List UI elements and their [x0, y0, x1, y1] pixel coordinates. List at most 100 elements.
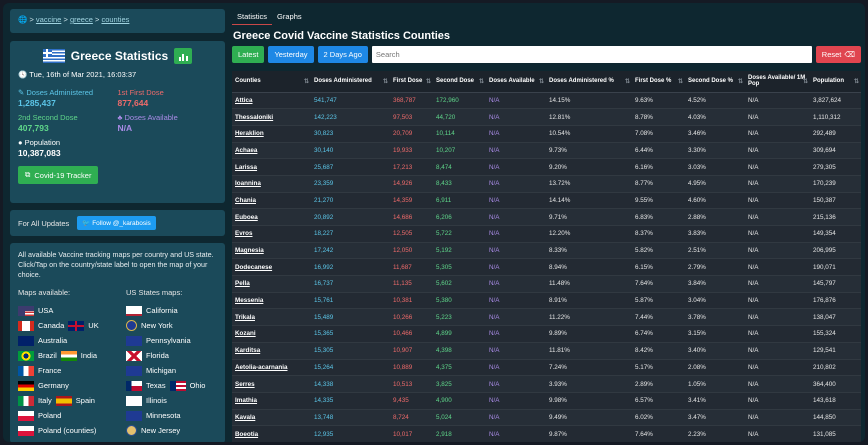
state-link-florida[interactable]: Florida: [126, 348, 226, 363]
country-label[interactable]: Spain: [75, 396, 95, 405]
state-link-pennsylvania[interactable]: Pennsylvania: [126, 333, 226, 348]
country-link-italy[interactable]: Italy Spain: [18, 393, 126, 408]
sort-icon[interactable]: ⇅: [303, 79, 309, 85]
pennsylvania-flag-icon: [126, 335, 142, 346]
country-label[interactable]: India: [80, 351, 98, 360]
twitter-follow-button[interactable]: 🐦 Follow @_karabosis: [77, 216, 156, 230]
sort-icon[interactable]: ⇅: [737, 79, 743, 85]
county-link[interactable]: Magnesia: [232, 242, 311, 260]
column-header[interactable]: Doses Administered % ⇅: [546, 71, 632, 93]
sort-icon[interactable]: ⇅: [382, 79, 388, 85]
column-header[interactable]: Doses Available ⇅: [486, 71, 546, 93]
table-cell: 142,223: [311, 108, 390, 126]
state-link-texas[interactable]: Texas Ohio: [126, 378, 226, 393]
state-link-california[interactable]: California: [126, 303, 226, 318]
county-link[interactable]: Kavala: [232, 409, 311, 427]
county-link[interactable]: Kozani: [232, 325, 311, 343]
india-flag-icon[interactable]: [60, 350, 77, 361]
column-header-label: Doses Administered: [314, 78, 372, 85]
chart-icon[interactable]: [174, 48, 193, 64]
table-cell: N/A: [745, 292, 810, 310]
country-label[interactable]: UK: [88, 321, 99, 330]
breadcrumb-vaccine[interactable]: vaccine: [35, 15, 62, 24]
ohio-flag-icon[interactable]: [169, 380, 186, 391]
column-header[interactable]: First Dose % ⇅: [632, 71, 685, 93]
spain-flag-icon[interactable]: [55, 395, 72, 406]
state-link-new-jersey[interactable]: New Jersey: [126, 423, 226, 438]
county-link[interactable]: Evros: [232, 225, 311, 243]
county-link[interactable]: Chania: [232, 192, 311, 210]
yesterday-button[interactable]: Yesterday: [268, 46, 314, 63]
latest-button[interactable]: Latest: [232, 46, 265, 63]
covid-tracker-button[interactable]: ⧉ Covid-19 Tracker: [18, 166, 99, 184]
column-header[interactable]: Population ⇅: [810, 71, 861, 93]
column-header[interactable]: Doses Available/ 1M Pop ⇅: [745, 71, 810, 93]
state-label: Texas: [146, 381, 166, 390]
country-link-france[interactable]: France: [18, 363, 126, 378]
tab-graphs[interactable]: Graphs: [277, 12, 302, 21]
table-cell: N/A: [745, 425, 810, 442]
country-link-poland[interactable]: Poland: [18, 408, 126, 423]
column-header[interactable]: Doses Administered ⇅: [311, 71, 390, 93]
county-link[interactable]: Euboea: [232, 208, 311, 226]
reset-button[interactable]: Reset ⌫: [815, 46, 861, 63]
country-link-brazil[interactable]: Brazil India: [18, 348, 126, 363]
county-link[interactable]: Serres: [232, 375, 311, 393]
breadcrumb-greece[interactable]: greece: [69, 15, 93, 24]
table-row: Dodecanese 16,992 11,687 5,305 N/A 8.94% 6.15%…: [232, 258, 861, 277]
county-link[interactable]: Dodecanese: [232, 258, 311, 277]
sort-icon[interactable]: ⇅: [802, 79, 808, 85]
county-link[interactable]: Trikala: [232, 308, 311, 327]
county-link[interactable]: Ioannina: [232, 175, 311, 193]
tab-statistics[interactable]: Statistics: [232, 9, 273, 25]
sort-icon[interactable]: ⇅: [478, 79, 484, 85]
county-link[interactable]: Larissa: [232, 158, 311, 176]
column-header-label: First Dose: [393, 78, 423, 85]
sort-icon[interactable]: ⇅: [853, 79, 859, 85]
country-link-australia[interactable]: Australia: [18, 333, 126, 348]
column-header[interactable]: Second Dose % ⇅: [685, 71, 745, 93]
sort-icon[interactable]: ⇅: [677, 79, 683, 85]
table-cell: 1,110,312: [810, 108, 861, 126]
table-cell: N/A: [486, 359, 546, 377]
breadcrumb-counties[interactable]: counties: [101, 15, 130, 24]
table-cell: N/A: [486, 292, 546, 310]
county-link[interactable]: Imathia: [232, 392, 311, 410]
sort-icon[interactable]: ⇅: [425, 79, 431, 85]
column-header[interactable]: First Dose ⇅: [390, 71, 433, 93]
table-cell: N/A: [745, 342, 810, 360]
county-link[interactable]: Karditsa: [232, 342, 311, 360]
county-link[interactable]: Boeotia: [232, 425, 311, 442]
county-link[interactable]: Thessaloniki: [232, 108, 311, 126]
county-link[interactable]: Attica: [232, 92, 311, 110]
state-link-minnesota[interactable]: Minnesota: [126, 408, 226, 423]
state-link-new-york[interactable]: New York: [126, 318, 226, 333]
county-link[interactable]: Heraklion: [232, 125, 311, 143]
state-label[interactable]: Ohio: [189, 381, 206, 390]
column-header[interactable]: Counties ⇅: [232, 71, 311, 93]
column-header[interactable]: Second Dose ⇅: [433, 71, 486, 93]
state-link-illinois[interactable]: Illinois: [126, 393, 226, 408]
table-cell: 21,270: [311, 192, 390, 210]
state-link-michigan[interactable]: Michigan: [126, 363, 226, 378]
table-cell: 6.74%: [632, 325, 685, 343]
country-link-usa[interactable]: USA: [18, 303, 126, 318]
two-days-ago-button[interactable]: 2 Days Ago: [317, 46, 368, 63]
county-link[interactable]: Aetolia-acarnania: [232, 359, 311, 377]
country-link-poland-counties[interactable]: Poland (counties): [18, 423, 126, 438]
table-cell: 3.46%: [685, 125, 745, 143]
sort-icon[interactable]: ⇅: [538, 79, 544, 85]
county-link[interactable]: Messenia: [232, 292, 311, 310]
sort-icon[interactable]: ⇅: [624, 79, 630, 85]
uk-flag-icon[interactable]: [68, 320, 85, 331]
table-cell: 19,933: [390, 142, 433, 160]
table-cell: 9.87%: [546, 425, 632, 442]
country-link-canada[interactable]: Canada UK: [18, 318, 126, 333]
county-link[interactable]: Pella: [232, 275, 311, 293]
table-cell: 4,375: [433, 359, 486, 377]
covid-tracker-label: Covid-19 Tracker: [34, 170, 92, 180]
table-cell: 7.08%: [632, 125, 685, 143]
search-input[interactable]: [371, 46, 812, 63]
county-link[interactable]: Achaea: [232, 142, 311, 160]
country-link-germany[interactable]: Germany: [18, 378, 126, 393]
